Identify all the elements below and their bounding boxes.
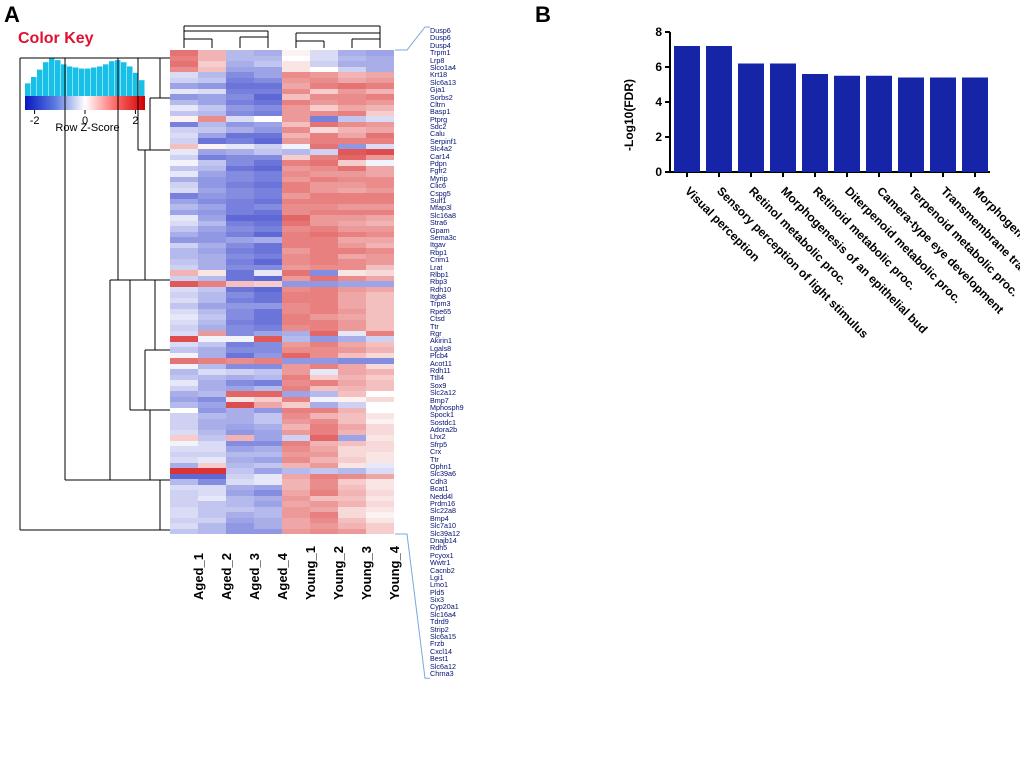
heatmap-cell — [226, 529, 254, 535]
gene-label: Chrna3 — [430, 670, 464, 677]
heatmap-column-label: Young_1 — [303, 546, 318, 600]
svg-text:0: 0 — [655, 165, 662, 179]
color-key-title: Color Key — [18, 30, 165, 48]
heatmap-cell — [366, 529, 394, 535]
gene-list: Dusp6Dusp6Dusp4Trpm1Lrp8Slco1a4Krt18Slc6… — [430, 27, 464, 677]
col-dendrogram — [170, 25, 410, 50]
svg-text:6: 6 — [655, 60, 662, 74]
row-dendrogram — [10, 50, 170, 550]
panel-b-label: B — [535, 2, 551, 28]
heatmap-grid — [170, 50, 394, 534]
heatmap-column-label: Aged_4 — [275, 553, 290, 600]
heatmap-cell — [338, 529, 366, 535]
heatmap-cell — [254, 529, 282, 535]
heatmap-column-label: Young_4 — [387, 546, 402, 600]
gene-guide-lines — [395, 25, 430, 745]
heatmap-column-label: Young_2 — [331, 546, 346, 600]
svg-text:8: 8 — [655, 27, 662, 39]
panel-a-label: A — [4, 2, 20, 28]
heatmap-column-label: Aged_1 — [191, 553, 206, 600]
enrichment-bar-chart: 02468-Log10(FDR)Visual perceptionSensory… — [670, 32, 1000, 472]
figure-root: A B Color Key -202 Row Z-Score Dusp6Dusp… — [0, 0, 1020, 757]
heatmap-column-label: Aged_2 — [219, 553, 234, 600]
bar-ylabel: -Log10(FDR) — [622, 79, 636, 151]
svg-text:2: 2 — [655, 130, 662, 144]
svg-text:4: 4 — [655, 95, 662, 109]
heatmap-cell — [170, 529, 198, 535]
heatmap — [170, 50, 394, 534]
heatmap-cell — [282, 529, 310, 535]
heatmap-column-label: Aged_3 — [247, 553, 262, 600]
heatmap-cell — [310, 529, 338, 535]
heatmap-cell — [198, 529, 226, 535]
heatmap-column-label: Young_3 — [359, 546, 374, 600]
